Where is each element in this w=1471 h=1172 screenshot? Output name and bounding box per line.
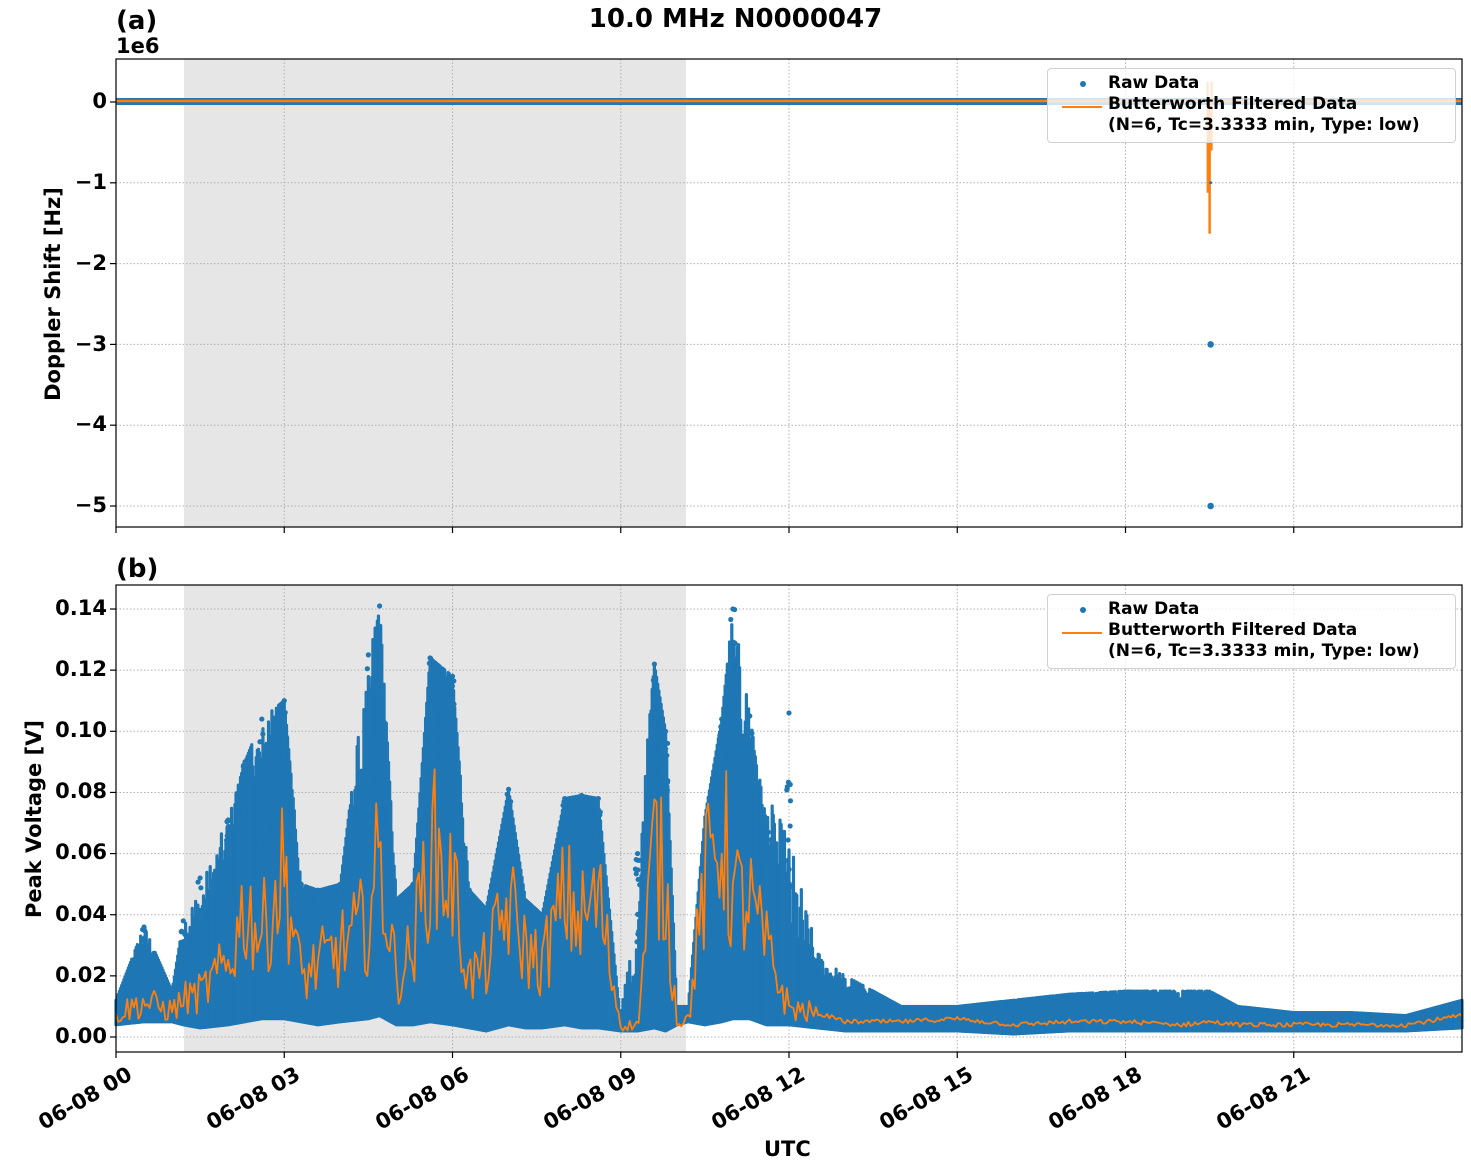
legend-item-filtered: Butterworth Filtered Data (N=6, Tc=3.333…: [1058, 94, 1445, 136]
legend-label-raw: Raw Data: [1108, 73, 1200, 93]
panel-a-offset-text: 1e6: [116, 34, 160, 58]
panel-b-label: (b): [116, 554, 159, 584]
y-tick-label: −5: [74, 493, 107, 517]
y-tick-label: 0.02: [55, 963, 107, 987]
legend-label-filtered: Butterworth Filtered Data (N=6, Tc=3.333…: [1108, 620, 1420, 661]
legend-item-raw: Raw Data: [1058, 73, 1445, 94]
y-tick-label: −2: [74, 251, 107, 275]
legend-label-filtered: Butterworth Filtered Data (N=6, Tc=3.333…: [1108, 94, 1420, 135]
panel-a-y-axis-label: Doppler Shift [Hz]: [41, 187, 65, 401]
panel-b-y-axis-label: Peak Voltage [V]: [22, 719, 46, 919]
panel-b-plot-area: [110, 584, 1464, 1058]
raw-data-marker-icon: [1080, 607, 1086, 613]
x-axis-label: UTC: [764, 1137, 811, 1161]
y-tick-label: 0: [92, 89, 107, 113]
raw-data-marker-icon: [1080, 81, 1086, 87]
figure-title: 10.0 MHz N0000047: [588, 4, 883, 34]
legend-label-raw: Raw Data: [1108, 599, 1200, 619]
filtered-line-icon: [1062, 632, 1102, 634]
y-tick-label: 0.00: [55, 1024, 107, 1048]
legend-item-raw: Raw Data: [1058, 599, 1445, 620]
y-tick-label: 0.04: [55, 902, 107, 926]
y-tick-label: 0.08: [55, 779, 107, 803]
panel-a-plot-area: [110, 58, 1463, 533]
filtered-line-icon: [1062, 106, 1102, 108]
y-tick-label: 0.12: [55, 657, 107, 681]
y-tick-label: 0.14: [55, 596, 107, 620]
data-series: [114, 603, 1464, 1036]
y-tick-label: 0.06: [55, 840, 107, 864]
panel-b-legend: Raw Data Butterworth Filtered Data (N=6,…: [1047, 594, 1456, 669]
y-tick-label: 0.10: [55, 718, 107, 742]
panel-a-legend: Raw Data Butterworth Filtered Data (N=6,…: [1047, 68, 1456, 143]
y-tick-label: −1: [74, 170, 107, 194]
night-shade-region: [184, 59, 686, 527]
panel-a-label: (a): [116, 6, 158, 36]
y-tick-label: −3: [74, 332, 107, 356]
legend-item-filtered: Butterworth Filtered Data (N=6, Tc=3.333…: [1058, 620, 1445, 662]
y-tick-label: −4: [74, 412, 107, 436]
